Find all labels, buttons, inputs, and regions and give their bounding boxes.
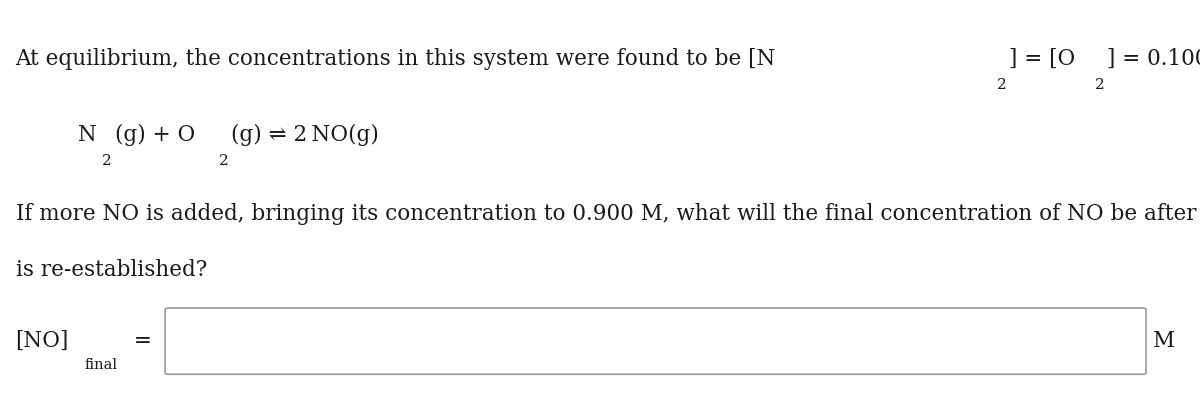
Text: (g) ⇌ 2 NO(g): (g) ⇌ 2 NO(g): [232, 124, 379, 146]
Text: 2: 2: [997, 78, 1007, 92]
Text: 2: 2: [102, 154, 112, 168]
Text: final: final: [84, 358, 118, 372]
Text: ] = 0.100 M and [NO] = 0.600 M.: ] = 0.100 M and [NO] = 0.600 M.: [1108, 48, 1200, 70]
Text: (g) + O: (g) + O: [115, 124, 196, 146]
Text: =: =: [127, 330, 152, 352]
Text: ] = [O: ] = [O: [1009, 48, 1075, 70]
Text: is re-established?: is re-established?: [16, 259, 206, 281]
Text: N: N: [78, 124, 97, 146]
Text: M: M: [1153, 330, 1175, 352]
Text: 2: 2: [1094, 78, 1104, 92]
Text: If more NO is added, bringing its concentration to 0.900 M, what will the final : If more NO is added, bringing its concen…: [16, 203, 1200, 225]
FancyBboxPatch shape: [166, 308, 1146, 374]
Text: At equilibrium, the concentrations in this system were found to be [N: At equilibrium, the concentrations in th…: [16, 48, 776, 70]
Text: [NO]: [NO]: [16, 330, 68, 352]
Text: 2: 2: [218, 154, 228, 168]
